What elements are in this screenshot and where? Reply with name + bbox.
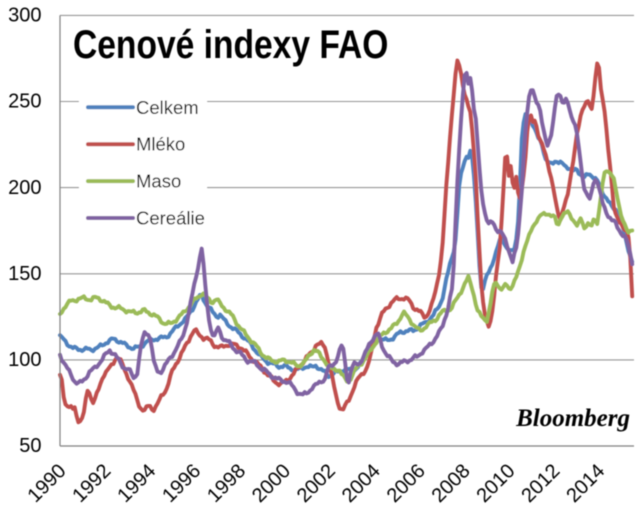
svg-text:Cereálie: Cereálie bbox=[136, 208, 205, 229]
svg-text:Maso: Maso bbox=[136, 171, 181, 192]
svg-text:Celkem: Celkem bbox=[136, 97, 199, 118]
svg-text:Cenové indexy FAO: Cenové indexy FAO bbox=[73, 22, 388, 66]
svg-text:200: 200 bbox=[8, 177, 41, 199]
svg-text:Bloomberg: Bloomberg bbox=[515, 405, 630, 432]
svg-text:100: 100 bbox=[8, 349, 41, 371]
svg-text:250: 250 bbox=[8, 91, 41, 113]
svg-text:Mléko: Mléko bbox=[136, 134, 185, 155]
svg-text:300: 300 bbox=[8, 5, 41, 27]
svg-text:50: 50 bbox=[19, 435, 41, 457]
svg-text:150: 150 bbox=[8, 263, 41, 285]
